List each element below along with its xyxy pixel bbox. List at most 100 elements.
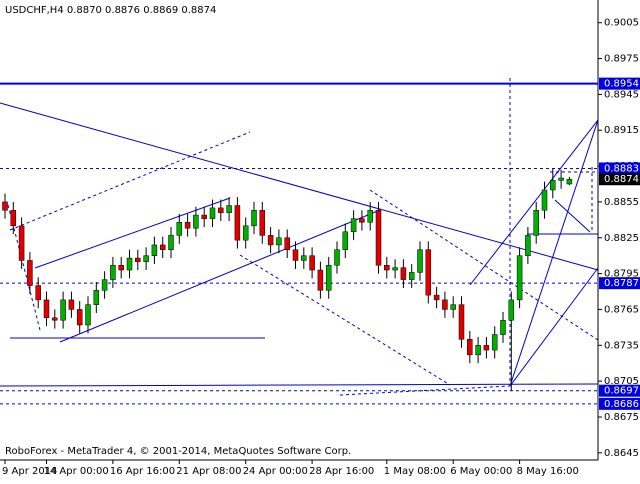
- candle-body: [384, 264, 390, 271]
- level-label: 0.8697: [604, 386, 639, 397]
- candle-body: [93, 290, 100, 305]
- candle-body: [52, 317, 58, 321]
- current-price-tag: [599, 173, 640, 186]
- candle-body: [350, 218, 357, 233]
- y-tick-label: 0.8705: [604, 376, 639, 387]
- candle-body: [458, 304, 465, 340]
- candle-body: [218, 207, 224, 213]
- level-label: 0.8686: [604, 399, 639, 410]
- candle-body: [159, 244, 166, 250]
- candle-body: [267, 235, 274, 246]
- x-tick-label: 21 Apr 08:00: [176, 466, 241, 477]
- x-tick-label: 9 Apr 2014: [2, 466, 57, 477]
- level-tag: [599, 162, 640, 175]
- candle-body: [309, 255, 315, 271]
- y-tick-label: 0.8825: [604, 233, 639, 244]
- candle-body: [118, 264, 124, 271]
- candle-body: [566, 178, 573, 185]
- candle-body: [433, 294, 440, 301]
- candle-body: [284, 237, 290, 250]
- candle-body: [143, 255, 149, 262]
- y-tick-label: 0.8735: [604, 340, 639, 351]
- candle-body: [168, 235, 174, 250]
- candle-body: [483, 345, 490, 351]
- candle-body: [135, 257, 141, 262]
- candle-body: [317, 269, 324, 291]
- x-tick-label: 1 May 08:00: [384, 466, 446, 477]
- level-label: 0.8954: [604, 79, 639, 90]
- candle-body: [101, 279, 108, 291]
- candle-body: [334, 249, 340, 266]
- candle-body: [342, 231, 349, 250]
- candle-body: [417, 249, 423, 273]
- candle-body: [516, 255, 523, 301]
- candle-body: [209, 207, 216, 219]
- candle-body: [375, 210, 382, 266]
- candle-body: [500, 319, 506, 335]
- candle-body: [10, 210, 17, 227]
- candle-body: [408, 272, 415, 280]
- candle-body: [259, 210, 266, 236]
- candle-body: [491, 334, 498, 351]
- chart-title: USDCHF,H4 0.8870 0.8876 0.8869 0.8874: [5, 5, 216, 16]
- candle-body: [367, 210, 373, 223]
- candle-body: [425, 249, 432, 296]
- y-tick-label: 0.8795: [604, 269, 639, 280]
- x-tick-label: 28 Apr 16:00: [309, 466, 374, 477]
- candle-body: [176, 221, 183, 236]
- x-tick-label: 16 Apr 16:00: [110, 466, 175, 477]
- y-tick-label: 0.8675: [604, 412, 639, 423]
- candle-body: [251, 210, 257, 227]
- y-tick-label: 0.8975: [604, 54, 639, 65]
- y-tick-label: 0.8915: [604, 125, 639, 136]
- candle-body: [151, 244, 158, 256]
- candle-body: [126, 257, 133, 271]
- level-tag: [599, 384, 640, 397]
- candle-body: [27, 260, 33, 286]
- y-tick-label: 0.8855: [604, 197, 639, 208]
- candle-body: [85, 304, 91, 326]
- candle-body: [76, 309, 83, 326]
- candle-body: [60, 299, 66, 321]
- level-tag: [599, 77, 640, 90]
- candle-body: [475, 345, 481, 356]
- candle-body: [201, 214, 207, 219]
- candle-body: [400, 267, 407, 280]
- x-tick-label: 6 May 00:00: [450, 466, 512, 477]
- candle-body: [359, 218, 365, 223]
- y-tick-label: 0.9005: [604, 18, 639, 29]
- candle-body: [558, 177, 564, 181]
- candle-body: [2, 201, 8, 211]
- x-tick-label: 8 May 16:00: [517, 466, 579, 477]
- level-label: 0.8787: [604, 278, 639, 289]
- candle-body: [508, 299, 515, 321]
- candle-body: [226, 205, 232, 213]
- candle-body: [550, 180, 556, 191]
- level-tag: [599, 397, 640, 410]
- candle-body: [301, 255, 307, 261]
- candle-body: [18, 225, 25, 261]
- footer: RoboForex - MetaTrader 4, © 2001-2014, M…: [5, 446, 351, 457]
- candle-body: [525, 235, 531, 256]
- candle-body: [234, 205, 241, 241]
- candle-body: [43, 299, 50, 319]
- y-tick-label: 0.8645: [604, 448, 639, 459]
- candle-body: [68, 299, 75, 310]
- candle-body: [541, 189, 548, 211]
- candle-body: [193, 214, 199, 229]
- candle-body: [242, 225, 249, 241]
- level-tag: [599, 277, 640, 290]
- candle-body: [442, 299, 448, 310]
- y-tick-label: 0.8765: [604, 304, 639, 315]
- candle-body: [35, 285, 41, 301]
- candle-body: [450, 304, 456, 310]
- trendlines: [0, 78, 599, 396]
- x-tick-label: 24 Apr 00:00: [243, 466, 308, 477]
- candle-body: [110, 264, 116, 280]
- candle-body: [325, 264, 332, 291]
- candle-body: [276, 237, 282, 246]
- candle-body: [533, 210, 539, 236]
- candle-body: [467, 339, 473, 356]
